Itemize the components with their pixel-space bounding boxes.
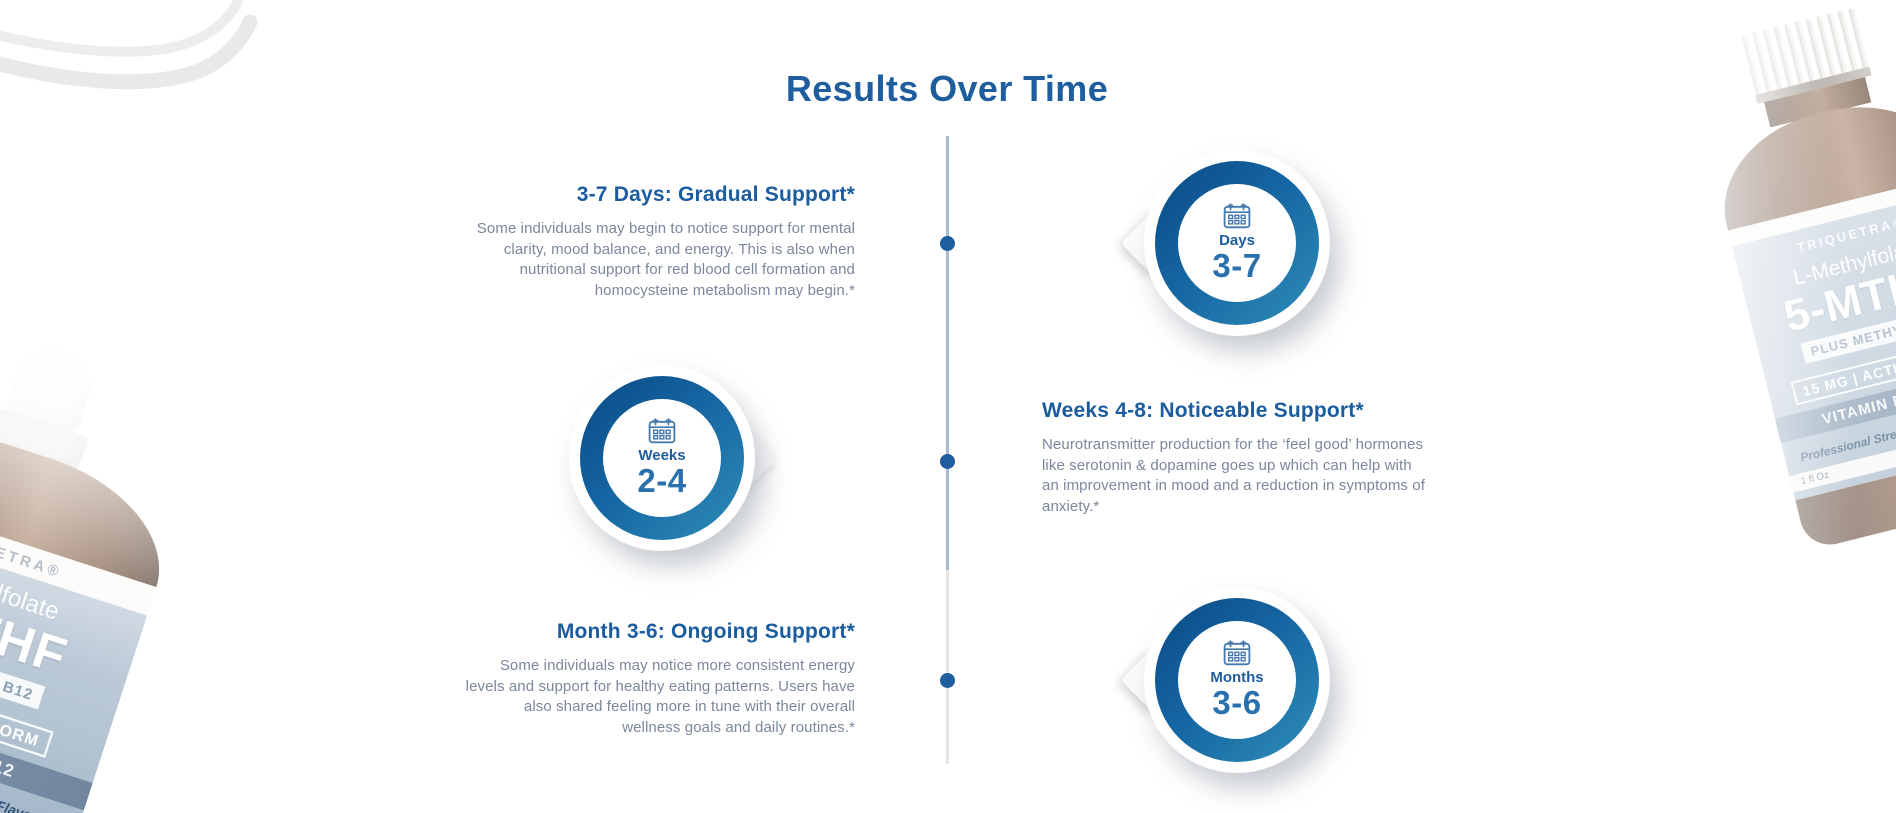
badge-range-label: 2-4 <box>637 461 687 499</box>
badge-inner: Weeks 2-4 <box>603 399 721 517</box>
milestone-3-text: Month 3-6: Ongoing Support* Some individ… <box>463 620 855 738</box>
badge-range-label: 3-7 <box>1212 246 1262 284</box>
milestone-3-badge: Months 3-6 <box>1120 587 1330 773</box>
milestone-1-body: Some individuals may begin to notice sup… <box>476 220 855 299</box>
timeline-dot-1 <box>940 236 955 251</box>
calendar-icon <box>1223 202 1251 228</box>
badge-unit-label: Days <box>1219 231 1255 249</box>
milestone-1-badge: Days 3-7 <box>1120 150 1330 336</box>
milestone-1-text: 3-7 Days: Gradual Support* Some individu… <box>463 183 855 301</box>
milestone-1-heading: 3-7 Days: Gradual Support* <box>576 183 855 206</box>
milestone-2-badge: Weeks 2-4 <box>569 365 779 551</box>
badge-inner: Months 3-6 <box>1178 621 1296 739</box>
section-title: Results Over Time <box>785 68 1109 109</box>
timeline-dot-2 <box>940 454 955 469</box>
timeline-line-rest <box>946 570 949 764</box>
badge-range-label: 3-6 <box>1212 683 1262 721</box>
decorative-swoosh <box>0 0 258 90</box>
label-size: 1 fl Oz <box>1799 469 1831 488</box>
product-bottle-right: TRIQUETRA® L-Methylfolate 5-MTHF PLUS ME… <box>1658 0 1896 576</box>
milestone-2-heading: Weeks 4-8: Noticeable Support* <box>1042 399 1364 422</box>
calendar-icon <box>1223 639 1251 665</box>
badge-unit-label: Weeks <box>638 446 686 464</box>
product-bottle-left: TRIQUETRA® L-Methylfolate 5-MTHF PLUS ME… <box>0 271 247 813</box>
milestone-3-heading: Month 3-6: Ongoing Support* <box>556 620 855 643</box>
badge-unit-label: Months <box>1210 668 1264 686</box>
milestone-3-body: Some individuals may notice more consist… <box>465 657 855 736</box>
milestone-2-body: Neurotransmitter production for the ‘fee… <box>1042 436 1425 515</box>
timeline-dot-3 <box>940 673 955 688</box>
calendar-icon <box>648 417 676 443</box>
badge-inner: Days 3-7 <box>1178 184 1296 302</box>
milestone-2-text: Weeks 4-8: Noticeable Support* Neurotran… <box>1042 399 1430 517</box>
timeline-line-active <box>946 136 949 570</box>
